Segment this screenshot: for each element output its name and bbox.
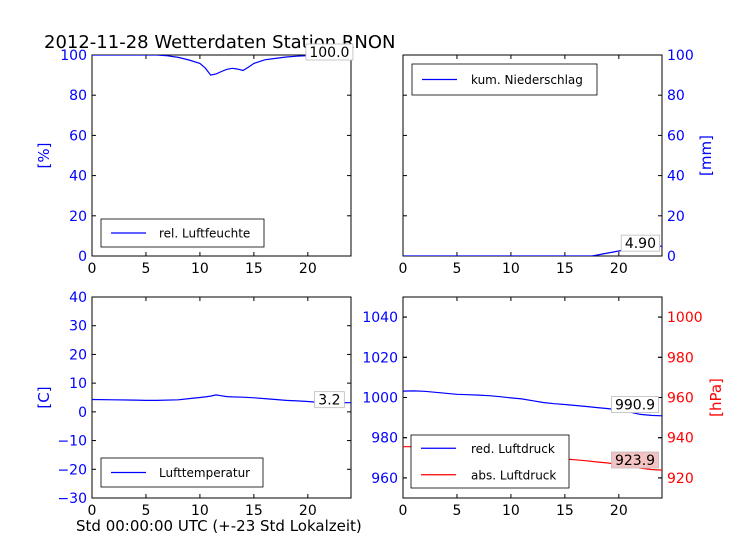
y-tick-label: 920: [667, 471, 694, 487]
x-tick-label: 20: [610, 503, 628, 519]
y-tick-label: 30: [69, 319, 87, 335]
x-tick-label: 5: [141, 503, 150, 519]
y-tick-label: 1000: [667, 310, 703, 326]
y-tick-label: 40: [667, 169, 685, 185]
y-tick-label: −10: [57, 434, 87, 450]
panel-pressure: 0 5 10 15 20 960 980 1000 1020 1040 920 940 960 980 10…: [362, 296, 725, 519]
y-tick-label: 60: [667, 128, 685, 144]
x-tick-label: 0: [399, 261, 408, 277]
y-tick-label: 940: [667, 431, 694, 447]
value-annotation: 100.0: [309, 45, 349, 61]
y-axis-label: [C]: [35, 386, 53, 408]
y-tick-label: 60: [69, 128, 87, 144]
legend-label: Lufttemperatur: [159, 466, 250, 480]
panel-precipitation: 0 5 10 15 20 0 20 40 60 80 100 [mm] 4.90 kum. Nieders…: [399, 48, 715, 277]
x-tick-label: 10: [191, 261, 209, 277]
x-tick-label: 10: [502, 261, 520, 277]
y-axis-label: [mm]: [697, 135, 715, 176]
series-line-lufttemperatur: [92, 394, 351, 404]
y-tick-label: 0: [78, 249, 87, 265]
panel-humidity: 0 5 10 15 20 0 20 40 60 80 100 [%] 100.0 rel. Luftfeu…: [35, 43, 354, 277]
y-tick-label: 1020: [362, 350, 398, 366]
series-line-rel-luftfeuchte: [92, 55, 351, 76]
y-tick-label: 80: [667, 88, 685, 104]
value-annotation: 923.9: [615, 453, 655, 469]
legend-box: [411, 63, 598, 96]
y-tick-label: 0: [667, 249, 676, 265]
value-annotation-box: [305, 43, 354, 61]
value-annotation: 4.90: [625, 236, 656, 252]
y-tick-label: 0: [78, 405, 87, 421]
x-tick-label: 0: [88, 261, 97, 277]
legend-label: rel. Luftfeuchte: [159, 227, 250, 241]
y-tick-label: 980: [667, 350, 694, 366]
y-axis-label-right: [hPa]: [707, 378, 725, 417]
x-tick-label: 0: [399, 503, 408, 519]
x-tick-label: 20: [299, 261, 317, 277]
y-tick-label: 10: [69, 376, 87, 392]
y-tick-label: 20: [69, 347, 87, 363]
x-tick-label: 5: [452, 503, 461, 519]
x-tick-label: 15: [556, 261, 574, 277]
x-tick-label: 20: [299, 503, 317, 519]
y-tick-label: 20: [667, 209, 685, 225]
y-tick-label: 40: [69, 169, 87, 185]
x-tick-label: 20: [610, 261, 628, 277]
legend-label: kum. Niederschlag: [471, 73, 583, 87]
value-annotation-box: [314, 391, 345, 409]
value-annotation: 3.2: [318, 393, 340, 409]
x-tick-label: 5: [452, 261, 461, 277]
y-tick-label: −30: [57, 491, 87, 507]
y-axis-label: [%]: [35, 143, 53, 169]
y-tick-label: 20: [69, 209, 87, 225]
plot-frame: [91, 54, 352, 257]
x-tick-label: 5: [141, 261, 150, 277]
y-tick-label: 960: [371, 471, 398, 487]
x-tick-label: 10: [191, 503, 209, 519]
x-axis-caption: Std 00:00:00 UTC (+-23 Std Lokalzeit): [76, 517, 362, 535]
value-annotation-box: [620, 234, 661, 252]
y-tick-label: 1000: [362, 391, 398, 407]
x-tick-label: 15: [556, 503, 574, 519]
y-tick-label: 100: [667, 48, 694, 64]
y-tick-label: 1040: [362, 310, 398, 326]
y-tick-label: −20: [57, 462, 87, 478]
x-tick-label: 15: [245, 503, 263, 519]
y-tick-label: 40: [69, 290, 87, 306]
x-tick-label: 0: [88, 503, 97, 519]
plot-frame: [91, 296, 352, 499]
legend-box: [410, 434, 570, 489]
x-tick-label: 15: [245, 261, 263, 277]
value-annotation-box: [611, 451, 659, 469]
x-tick-label: 10: [502, 503, 520, 519]
value-annotation-box: [611, 396, 659, 413]
y-tick-label: 100: [60, 48, 87, 64]
y-tick-label: 980: [371, 431, 398, 447]
panel-temperature: 0 5 10 15 20 −30 −20 −10 0 10 20 30 40 [C] 3.2 Lufttemp…: [35, 290, 352, 519]
legend-label: red. Luftdruck: [471, 442, 555, 456]
legend-label: abs. Luftdruck: [471, 468, 556, 482]
y-tick-label: 960: [667, 391, 694, 407]
value-annotation: 990.9: [615, 398, 655, 414]
y-tick-label: 80: [69, 88, 87, 104]
